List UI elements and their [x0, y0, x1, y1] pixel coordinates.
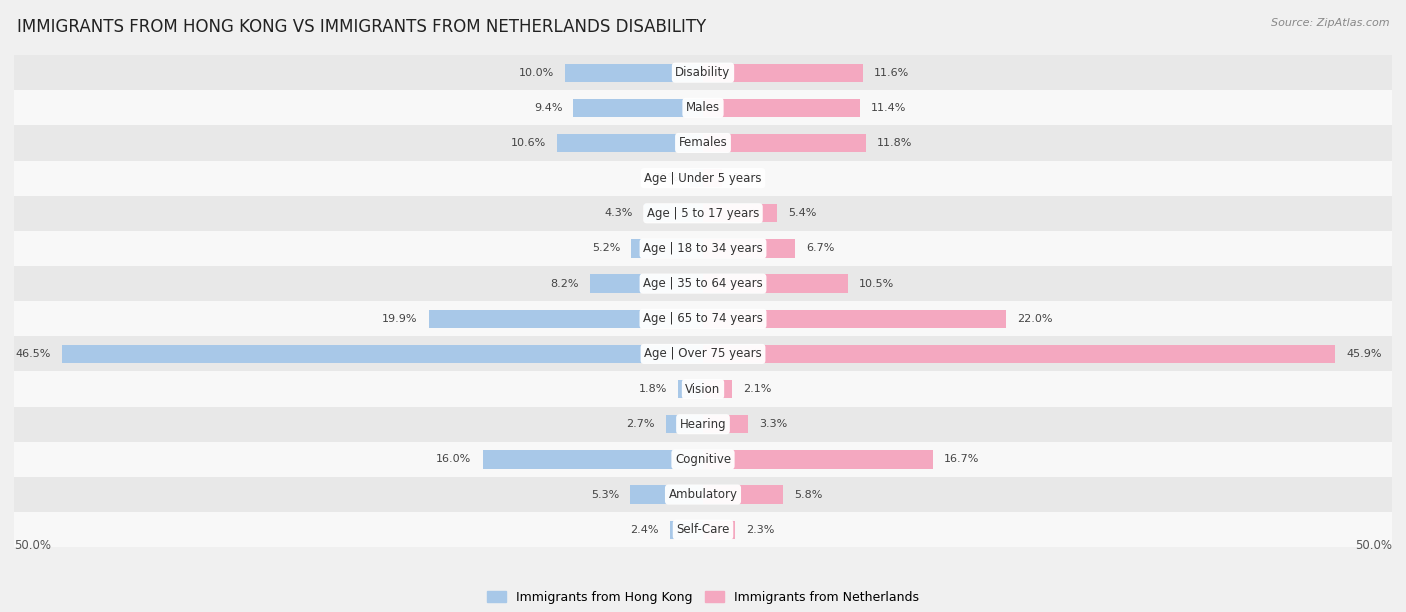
Text: Males: Males: [686, 102, 720, 114]
Text: 6.7%: 6.7%: [807, 244, 835, 253]
Bar: [14, 477, 1392, 512]
Text: 16.7%: 16.7%: [945, 454, 980, 465]
Bar: [62, 345, 703, 363]
Text: Age | 35 to 64 years: Age | 35 to 64 years: [643, 277, 763, 290]
Bar: [703, 380, 733, 398]
Text: 1.4%: 1.4%: [734, 173, 762, 183]
Text: Age | Under 5 years: Age | Under 5 years: [644, 171, 762, 185]
Bar: [630, 485, 703, 504]
Bar: [14, 512, 1392, 547]
Text: 45.9%: 45.9%: [1347, 349, 1382, 359]
Text: 50.0%: 50.0%: [1355, 539, 1392, 552]
Legend: Immigrants from Hong Kong, Immigrants from Netherlands: Immigrants from Hong Kong, Immigrants fr…: [482, 586, 924, 609]
Text: Cognitive: Cognitive: [675, 453, 731, 466]
Text: 5.3%: 5.3%: [591, 490, 619, 499]
Bar: [591, 274, 703, 293]
Text: Vision: Vision: [685, 382, 721, 395]
Bar: [703, 310, 1007, 328]
Bar: [678, 380, 703, 398]
Text: 10.5%: 10.5%: [859, 278, 894, 289]
Bar: [690, 169, 703, 187]
Text: 46.5%: 46.5%: [15, 349, 51, 359]
Bar: [557, 134, 703, 152]
Text: 11.4%: 11.4%: [872, 103, 907, 113]
Bar: [703, 450, 934, 469]
Bar: [14, 266, 1392, 301]
Text: 1.8%: 1.8%: [638, 384, 668, 394]
Text: 9.4%: 9.4%: [534, 103, 562, 113]
Bar: [14, 301, 1392, 337]
Text: 8.2%: 8.2%: [551, 278, 579, 289]
Text: 5.8%: 5.8%: [794, 490, 823, 499]
Text: 22.0%: 22.0%: [1017, 314, 1053, 324]
Bar: [631, 239, 703, 258]
Bar: [703, 134, 866, 152]
Bar: [14, 90, 1392, 125]
Text: 50.0%: 50.0%: [14, 539, 51, 552]
Bar: [703, 274, 848, 293]
Text: 10.6%: 10.6%: [510, 138, 546, 148]
Bar: [644, 204, 703, 222]
Text: IMMIGRANTS FROM HONG KONG VS IMMIGRANTS FROM NETHERLANDS DISABILITY: IMMIGRANTS FROM HONG KONG VS IMMIGRANTS …: [17, 18, 706, 36]
Bar: [703, 99, 860, 117]
Bar: [14, 160, 1392, 196]
Bar: [703, 415, 748, 433]
Bar: [703, 169, 723, 187]
Text: 2.7%: 2.7%: [626, 419, 655, 429]
Text: 2.3%: 2.3%: [745, 524, 775, 535]
Bar: [666, 415, 703, 433]
Bar: [14, 337, 1392, 371]
Text: Age | 18 to 34 years: Age | 18 to 34 years: [643, 242, 763, 255]
Bar: [14, 231, 1392, 266]
Text: 2.4%: 2.4%: [630, 524, 659, 535]
Text: 11.8%: 11.8%: [876, 138, 912, 148]
Bar: [482, 450, 703, 469]
Text: 2.1%: 2.1%: [742, 384, 772, 394]
Text: Hearing: Hearing: [679, 418, 727, 431]
Text: 19.9%: 19.9%: [382, 314, 418, 324]
Bar: [14, 196, 1392, 231]
Bar: [14, 125, 1392, 160]
Text: 11.6%: 11.6%: [875, 68, 910, 78]
Text: Disability: Disability: [675, 66, 731, 79]
Text: Females: Females: [679, 136, 727, 149]
Bar: [703, 521, 735, 539]
Bar: [14, 442, 1392, 477]
Bar: [703, 239, 796, 258]
Text: 16.0%: 16.0%: [436, 454, 471, 465]
Text: 5.2%: 5.2%: [592, 244, 620, 253]
Bar: [429, 310, 703, 328]
Text: Self-Care: Self-Care: [676, 523, 730, 536]
Bar: [703, 345, 1336, 363]
Bar: [14, 371, 1392, 406]
Text: Source: ZipAtlas.com: Source: ZipAtlas.com: [1271, 18, 1389, 28]
Text: Ambulatory: Ambulatory: [668, 488, 738, 501]
Bar: [703, 204, 778, 222]
Text: 10.0%: 10.0%: [519, 68, 554, 78]
Bar: [703, 485, 783, 504]
Bar: [574, 99, 703, 117]
Text: Age | 65 to 74 years: Age | 65 to 74 years: [643, 312, 763, 325]
Bar: [565, 64, 703, 82]
Text: 3.3%: 3.3%: [759, 419, 787, 429]
Bar: [14, 55, 1392, 90]
Text: 0.95%: 0.95%: [644, 173, 679, 183]
Text: Age | 5 to 17 years: Age | 5 to 17 years: [647, 207, 759, 220]
Bar: [703, 64, 863, 82]
Text: 4.3%: 4.3%: [605, 208, 633, 218]
Text: Age | Over 75 years: Age | Over 75 years: [644, 348, 762, 360]
Bar: [14, 406, 1392, 442]
Bar: [669, 521, 703, 539]
Text: 5.4%: 5.4%: [789, 208, 817, 218]
